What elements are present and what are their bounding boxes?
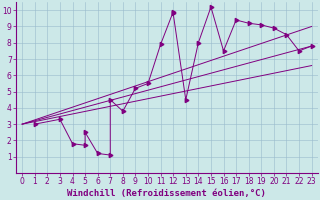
X-axis label: Windchill (Refroidissement éolien,°C): Windchill (Refroidissement éolien,°C) <box>68 189 266 198</box>
